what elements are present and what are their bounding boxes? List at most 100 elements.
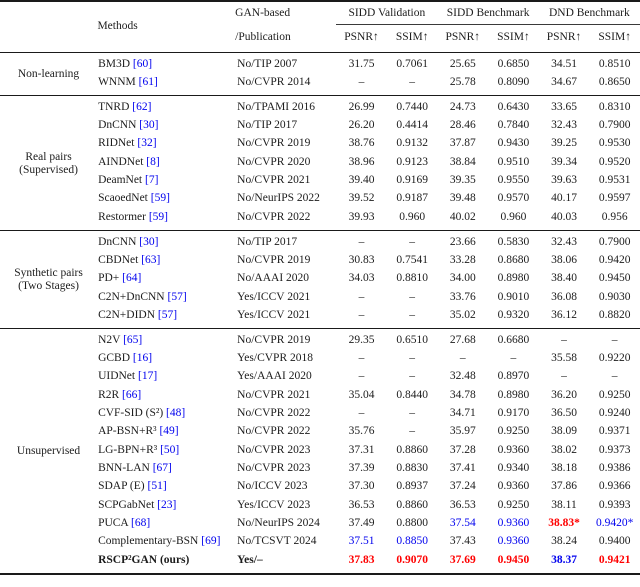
value-cell: 35.58 (551, 352, 577, 365)
publication-cell: No/CVPR 2023 (237, 462, 311, 475)
citation-link[interactable]: [59] (148, 210, 169, 223)
citation-link[interactable]: [7] (145, 174, 159, 187)
value-cell: 37.54 (449, 517, 476, 530)
benchmark-group-sidd-validation: SIDD Validation (336, 1, 438, 26)
value-cell: – (409, 308, 416, 321)
value-cell: – (409, 370, 416, 383)
publication-cell: No/CVPR 2022 (237, 425, 311, 438)
value-cell: 0.9420 (598, 253, 631, 266)
citation-link[interactable]: [32] (137, 137, 157, 150)
value-cell: – (409, 425, 416, 438)
citation-link[interactable]: [30] (139, 119, 159, 132)
method-name: SCPGabNet (98, 498, 155, 511)
method-cell: AINDNet [8] (97, 153, 235, 171)
value-cell: 33.65 (551, 100, 577, 113)
citation-link[interactable]: [61] (138, 75, 158, 88)
value-cell: 39.25 (551, 137, 577, 150)
value-cell: 0.8980 (497, 388, 530, 401)
value-cell: 0.9366 (598, 480, 631, 493)
value-cell: 0.9340 (497, 462, 530, 475)
section-body: Unsupervised N2V [65] No/CVPR 2019 29.35 0.6… (0, 328, 640, 573)
method-name: Restormer (98, 210, 146, 223)
value-cell: 37.51 (348, 535, 375, 548)
method-cell: N2V [65] (97, 328, 235, 349)
citation-link[interactable]: [64] (122, 272, 142, 285)
citation-link[interactable]: [48] (166, 407, 186, 420)
publication-cell: No/TIP 2017 (237, 119, 298, 132)
value-cell: 0.956 (601, 210, 628, 223)
citation-link[interactable]: [30] (139, 235, 159, 248)
value-cell: 0.8510 (598, 57, 631, 70)
citation-link[interactable]: [17] (137, 370, 158, 383)
citation-link[interactable]: [65] (123, 333, 143, 346)
value-cell: 0.9360 (497, 480, 530, 493)
method-name: UIDNet (98, 370, 136, 383)
method-cell: SDAP (E) [51] (97, 478, 235, 496)
citation-link[interactable]: [66] (122, 388, 142, 401)
method-name: SDAP (E) (98, 480, 145, 493)
value-cell: 37.49 (348, 517, 375, 530)
value-cell: 0.9320 (497, 308, 530, 321)
citation-link[interactable]: [68] (130, 517, 151, 530)
publication-cell: No/CVPR 2021 (237, 174, 311, 187)
publication-cell: Yes/– (237, 553, 263, 566)
value-cell: 25.65 (449, 57, 476, 70)
value-cell: 0.8650 (598, 75, 631, 88)
value-cell: – (409, 407, 416, 420)
method-cell: RIDNet [32] (97, 135, 235, 153)
value-cell: 34.51 (551, 57, 577, 70)
citation-link[interactable]: [62] (132, 100, 152, 113)
publication-cell: No/CVPR 2019 (237, 253, 311, 266)
value-cell: 0.8980 (497, 272, 530, 285)
value-cell: 32.43 (551, 119, 577, 132)
citation-link[interactable]: [63] (141, 253, 161, 266)
citation-link[interactable]: [8] (146, 155, 160, 168)
table-row: Unsupervised N2V [65] No/CVPR 2019 29.35 0.6… (0, 328, 640, 457)
table-row: SCPGabNet [23] Yes/ICCV 2023 36.53 0.8860 36… (0, 496, 640, 514)
value-cell: 39.40 (348, 174, 375, 187)
citation-link[interactable]: [59] (150, 192, 170, 205)
method-name: N2V (98, 333, 121, 346)
value-cell: 0.9421 (598, 553, 631, 566)
value-cell: 38.40 (551, 272, 577, 285)
value-cell: 36.08 (551, 290, 577, 303)
value-cell: 39.63 (551, 174, 577, 187)
metric-header-ssim-1: SSIM↑ (386, 24, 438, 53)
citation-link[interactable]: [16] (132, 352, 153, 365)
value-cell: 23.66 (449, 235, 476, 248)
citation-link[interactable]: [50] (160, 443, 180, 456)
value-cell: – (358, 370, 365, 383)
value-cell: 38.76 (348, 137, 375, 150)
table-row: SDAP (E) [51] No/ICCV 2023 37.30 0.8937 37.2… (0, 478, 640, 496)
method-cell: PUCA [68] (97, 515, 235, 533)
citation-link[interactable]: [67] (152, 462, 172, 475)
value-cell: 0.7840 (497, 119, 530, 132)
table-row: RSCP²GAN (ours) Yes/– 37.83 0.9070 37.69 0.94… (0, 551, 640, 573)
value-cell: 0.9360 (497, 443, 530, 456)
value-cell: 38.84 (449, 155, 476, 168)
citation-link[interactable]: [57] (167, 290, 187, 303)
publication-cell: No/TPAMI 2016 (237, 100, 316, 113)
value-cell: 0.8090 (497, 75, 530, 88)
citation-link[interactable]: [51] (147, 480, 167, 493)
method-name: AP-BSN+R³ (98, 425, 157, 438)
benchmark-group-sidd-benchmark: SIDD Benchmark (437, 1, 539, 26)
citation-link[interactable]: [23] (157, 498, 177, 511)
citation-link[interactable]: [69] (201, 535, 221, 548)
citation-link[interactable]: [57] (157, 308, 178, 321)
value-cell: 0.9520 (598, 155, 631, 168)
publication-cell: Yes/CVPR 2018 (237, 352, 314, 365)
table-row: DeamNet [7] No/CVPR 2021 39.40 0.9169 39.35 0… (0, 172, 640, 190)
value-cell: 34.67 (551, 75, 577, 88)
value-cell: 0.9597 (598, 192, 631, 205)
table-row: C2N+DIDN [57] Yes/ICCV 2021– –35.02 0.9320 3… (0, 306, 640, 328)
method-cell: SCPGabNet [23] (97, 496, 235, 514)
citation-link[interactable]: [49] (159, 425, 179, 438)
value-cell: 37.86 (551, 480, 577, 493)
value-cell: – (510, 352, 517, 365)
value-cell: – (409, 352, 416, 365)
value-cell: 0.8440 (396, 388, 428, 401)
table-row: ScaoedNet [59] No/NeurIPS 2022 39.52 0.9187… (0, 190, 640, 208)
citation-link[interactable]: [60] (132, 57, 153, 70)
